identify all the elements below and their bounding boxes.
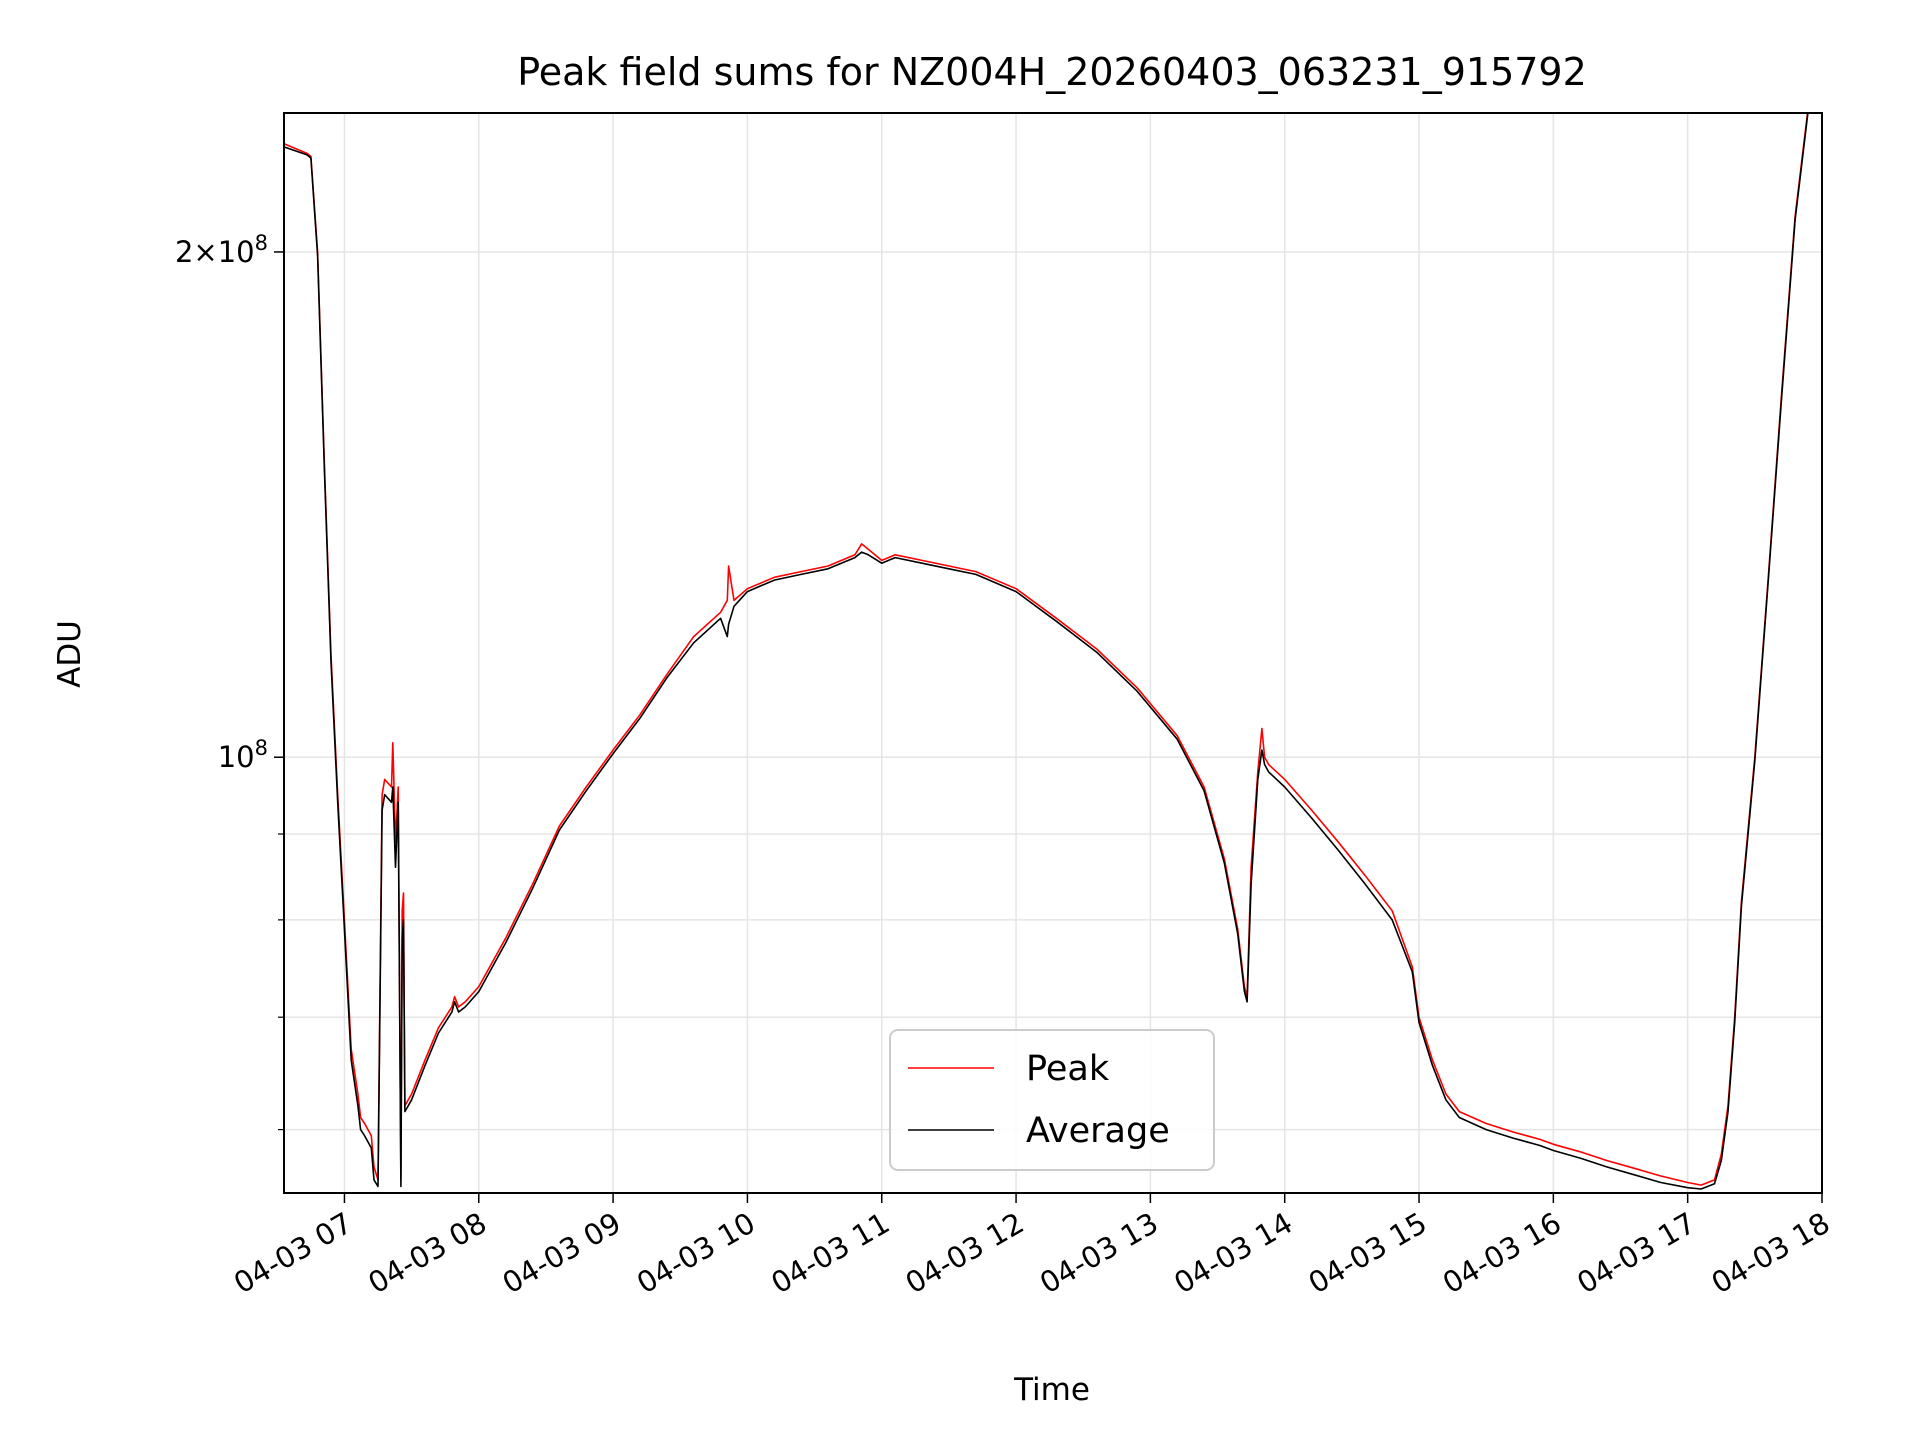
y-tick-base: 10 [218,740,255,774]
legend-box [889,1029,1215,1171]
y-axis-label: ADU [52,620,88,688]
plot-frame [283,112,1823,1194]
y-tick-times: × [193,235,217,269]
chart-title: Peak field sums for NZ004H_20260403_0632… [517,50,1587,94]
series-lines [284,113,1809,1190]
legend: Peak Average [889,1029,1215,1171]
legend-average-label: Average [1026,1111,1170,1151]
y-tick-mantissa: 2 [175,235,193,269]
x-axis-label: Time [1013,1372,1090,1408]
y-tick-label: 108 [218,736,268,774]
y-tick-label: 2×108 [175,231,268,269]
series-line-average [284,113,1809,1190]
series-line-peak [284,113,1809,1186]
y-tick-base: 10 [218,235,255,269]
y-tick-exponent: 8 [255,736,268,760]
y-tick-exponent: 8 [255,231,268,255]
legend-peak-label: Peak [1026,1049,1110,1089]
